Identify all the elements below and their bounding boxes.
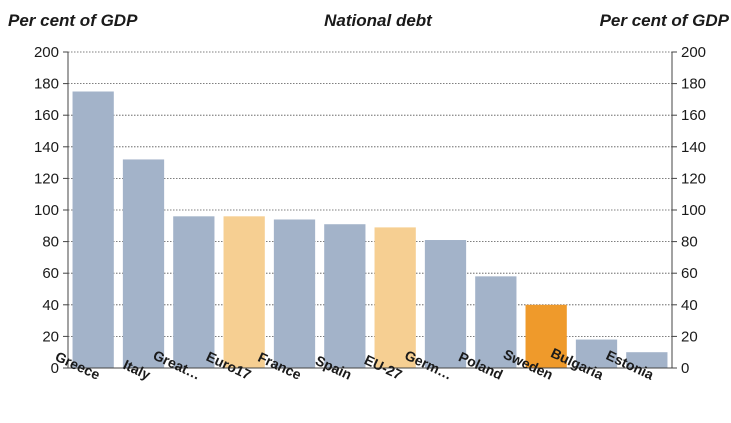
bar <box>324 224 366 368</box>
y-tick-label-right: 0 <box>681 360 689 377</box>
y-tick-label-right: 200 <box>681 44 706 61</box>
bar <box>575 339 618 368</box>
y-tick-label-left: 20 <box>42 328 59 345</box>
bar <box>122 159 165 368</box>
y-tick-label-right: 100 <box>681 202 706 219</box>
right-y-ticks: 0 20 40 60 80 100 120 140 160 180 200 <box>681 44 706 377</box>
y-tick-label-right: 80 <box>681 234 698 251</box>
y-tick-label-left: 140 <box>34 139 59 156</box>
y-tick-label-left: 120 <box>34 170 59 187</box>
bar <box>173 216 215 368</box>
bar <box>374 227 416 368</box>
bar <box>626 352 668 368</box>
left-y-ticks: 0 20 40 60 80 100 120 140 160 180 200 <box>34 44 59 377</box>
bar <box>273 219 316 368</box>
bar <box>72 91 114 368</box>
y-tick-label-right: 160 <box>681 107 706 124</box>
y-tick-label-right: 40 <box>681 297 698 314</box>
y-tick-label-right: 120 <box>681 170 706 187</box>
bar <box>223 216 265 368</box>
bar <box>424 240 467 368</box>
y-tick-label-left: 40 <box>42 297 59 314</box>
axes <box>63 51 677 369</box>
y-tick-label-left: 60 <box>42 265 59 282</box>
chart-title: National debt <box>324 11 433 30</box>
left-axis-title: Per cent of GDP <box>8 11 138 30</box>
right-axis-title: Per cent of GDP <box>600 11 730 30</box>
y-tick-label-left: 100 <box>34 202 59 219</box>
y-tick-label-right: 140 <box>681 139 706 156</box>
bar <box>525 304 567 368</box>
y-tick-label-right: 180 <box>681 76 706 93</box>
y-tick-label-right: 20 <box>681 328 698 345</box>
y-tick-label-left: 80 <box>42 234 59 251</box>
y-tick-label-left: 160 <box>34 107 59 124</box>
y-tick-label-left: 180 <box>34 76 59 93</box>
y-tick-label-left: 0 <box>51 360 59 377</box>
bars <box>72 91 668 368</box>
y-tick-label-right: 60 <box>681 265 698 282</box>
y-tick-label-left: 200 <box>34 44 59 61</box>
bar <box>475 276 517 368</box>
